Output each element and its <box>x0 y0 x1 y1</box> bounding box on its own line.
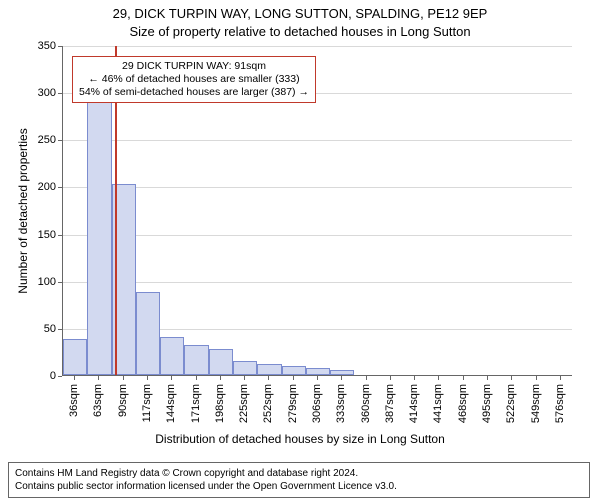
x-tick-label: 225sqm <box>238 384 250 423</box>
x-tick-mark <box>74 376 75 380</box>
x-axis-label: Distribution of detached houses by size … <box>0 432 600 446</box>
chart-title-main: 29, DICK TURPIN WAY, LONG SUTTON, SPALDI… <box>0 6 600 21</box>
annotation-line-3: 54% of semi-detached houses are larger (… <box>79 86 309 99</box>
x-tick-mark <box>560 376 561 380</box>
chart-title-sub: Size of property relative to detached ho… <box>0 24 600 39</box>
y-tick-label: 350 <box>0 40 56 52</box>
y-gridline <box>63 235 572 236</box>
x-tick-label: 333sqm <box>335 384 347 423</box>
y-tick-label: 200 <box>0 181 56 193</box>
y-gridline <box>63 187 572 188</box>
y-tick-label: 50 <box>0 323 56 335</box>
histogram-bar <box>233 361 257 375</box>
x-tick-mark <box>511 376 512 380</box>
histogram-bar <box>209 349 233 375</box>
x-tick-label: 387sqm <box>384 384 396 423</box>
x-tick-mark <box>536 376 537 380</box>
histogram-bar <box>330 370 354 375</box>
y-tick-mark <box>58 140 62 141</box>
y-tick-mark <box>58 235 62 236</box>
annotation-line-2: ← 46% of detached houses are smaller (33… <box>79 73 309 86</box>
x-tick-mark <box>438 376 439 380</box>
x-tick-mark <box>220 376 221 380</box>
y-tick-mark <box>58 93 62 94</box>
x-tick-mark <box>487 376 488 380</box>
y-tick-label: 0 <box>0 370 56 382</box>
x-tick-mark <box>341 376 342 380</box>
y-tick-mark <box>58 329 62 330</box>
y-tick-mark <box>58 187 62 188</box>
x-tick-label: 468sqm <box>457 384 469 423</box>
x-tick-label: 360sqm <box>360 384 372 423</box>
x-tick-mark <box>244 376 245 380</box>
y-tick-label: 300 <box>0 87 56 99</box>
y-gridline <box>63 282 572 283</box>
x-tick-label: 576sqm <box>554 384 566 423</box>
y-tick-label: 250 <box>0 134 56 146</box>
attribution-line-2: Contains public sector information licen… <box>15 480 583 493</box>
x-tick-mark <box>414 376 415 380</box>
annotation-box: 29 DICK TURPIN WAY: 91sqm ← 46% of detac… <box>72 56 316 103</box>
x-tick-mark <box>98 376 99 380</box>
histogram-bar <box>63 339 87 375</box>
x-tick-label: 306sqm <box>311 384 323 423</box>
x-tick-mark <box>147 376 148 380</box>
attribution-line-1: Contains HM Land Registry data © Crown c… <box>15 467 583 480</box>
y-gridline <box>63 46 572 47</box>
histogram-bar <box>306 368 330 375</box>
x-tick-label: 252sqm <box>262 384 274 423</box>
x-tick-mark <box>123 376 124 380</box>
y-tick-mark <box>58 376 62 377</box>
x-tick-mark <box>268 376 269 380</box>
x-tick-label: 144sqm <box>165 384 177 423</box>
x-tick-label: 414sqm <box>408 384 420 423</box>
y-tick-label: 150 <box>0 229 56 241</box>
x-tick-label: 522sqm <box>505 384 517 423</box>
y-tick-mark <box>58 46 62 47</box>
x-tick-mark <box>390 376 391 380</box>
y-axis-label: Number of detached properties <box>16 128 30 293</box>
x-tick-label: 198sqm <box>214 384 226 423</box>
histogram-bar <box>136 292 160 375</box>
x-tick-label: 441sqm <box>432 384 444 423</box>
x-tick-label: 279sqm <box>287 384 299 423</box>
histogram-bar <box>282 366 306 375</box>
histogram-bar <box>257 364 281 375</box>
y-tick-mark <box>58 282 62 283</box>
histogram-bar <box>87 102 111 375</box>
y-tick-label: 100 <box>0 276 56 288</box>
x-tick-mark <box>196 376 197 380</box>
attribution-footer: Contains HM Land Registry data © Crown c… <box>8 462 590 498</box>
x-tick-label: 549sqm <box>530 384 542 423</box>
x-tick-mark <box>317 376 318 380</box>
x-tick-label: 90sqm <box>117 384 129 417</box>
x-tick-label: 495sqm <box>481 384 493 423</box>
x-tick-mark <box>171 376 172 380</box>
annotation-line-1: 29 DICK TURPIN WAY: 91sqm <box>79 60 309 73</box>
x-tick-label: 117sqm <box>141 384 153 422</box>
y-gridline <box>63 140 572 141</box>
histogram-bar <box>184 345 208 375</box>
histogram-chart: 29, DICK TURPIN WAY, LONG SUTTON, SPALDI… <box>0 0 600 500</box>
x-tick-mark <box>293 376 294 380</box>
x-tick-label: 63sqm <box>92 384 104 417</box>
x-tick-mark <box>366 376 367 380</box>
histogram-bar <box>160 337 184 375</box>
x-tick-label: 171sqm <box>190 384 202 423</box>
x-tick-mark <box>463 376 464 380</box>
x-tick-label: 36sqm <box>68 384 80 417</box>
